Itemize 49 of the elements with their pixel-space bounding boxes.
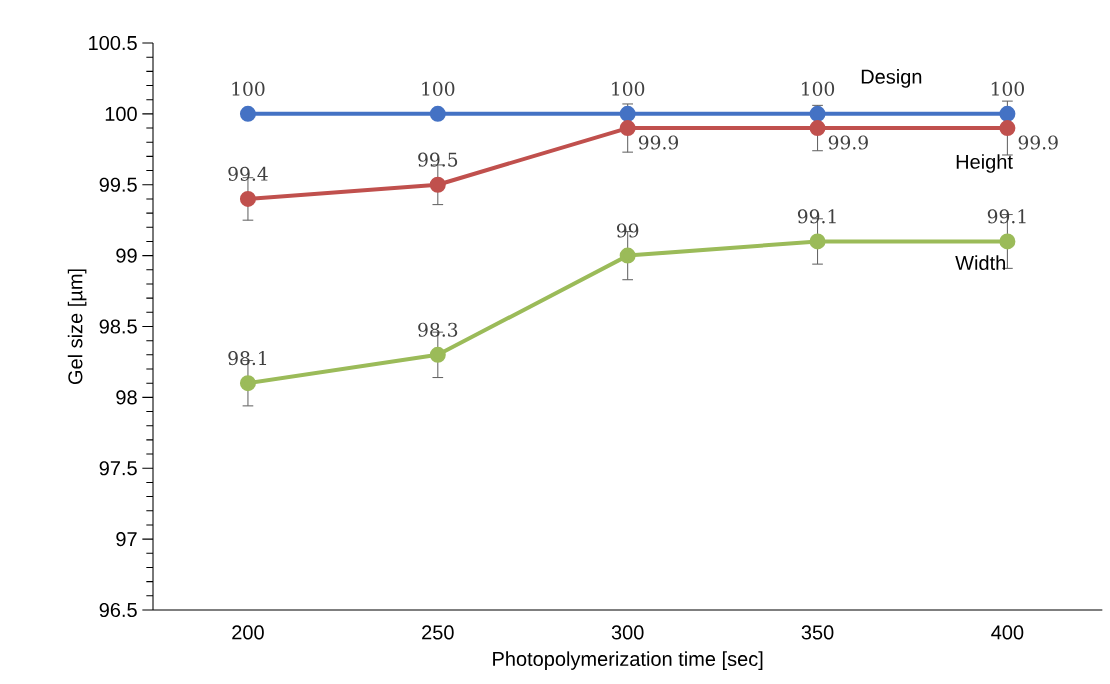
y-tick-label: 99.5 — [99, 177, 137, 192]
point — [809, 233, 826, 250]
data-label: 100 — [232, 81, 265, 96]
data-label: 100 — [612, 81, 645, 96]
y-tick-label: 98 — [116, 390, 137, 405]
point — [809, 105, 826, 122]
data-label: 98.3 — [418, 322, 458, 337]
y-tick-label: 100.5 — [89, 35, 137, 51]
point — [429, 105, 446, 122]
x-tick-label: 400 — [991, 625, 1024, 640]
point — [239, 190, 256, 207]
point — [999, 120, 1016, 137]
y-tick-label: 99 — [116, 248, 137, 263]
data-label: 100 — [802, 81, 835, 96]
point — [619, 120, 636, 137]
data-label: 99.9 — [1018, 135, 1058, 150]
point — [619, 105, 636, 122]
x-tick-label: 300 — [611, 625, 644, 640]
data-label: 99.9 — [638, 135, 679, 150]
series-label: Height — [956, 154, 1013, 173]
y-tick-label: 97.5 — [99, 461, 137, 476]
y-axis-title: Gel size [µm] — [67, 269, 87, 385]
series-label: Width — [955, 255, 1005, 271]
y-tick-label: 100 — [105, 106, 137, 121]
point — [999, 233, 1016, 250]
data-label: 99.1 — [797, 209, 836, 224]
point — [239, 105, 256, 122]
data-label: 99.4 — [228, 166, 268, 181]
data-label: 100 — [991, 81, 1024, 96]
y-tick-label: 98.5 — [99, 319, 137, 334]
y-tick-label: 96.5 — [99, 602, 137, 618]
data-label: 98.1 — [228, 351, 267, 366]
point — [429, 346, 446, 363]
point — [619, 247, 636, 264]
point — [239, 375, 256, 392]
x-tick-label: 200 — [232, 625, 264, 640]
y-tick-label: 97 — [116, 532, 137, 547]
point — [809, 120, 826, 137]
point — [999, 105, 1016, 122]
data-label: 99.9 — [828, 135, 868, 150]
series-label: Design — [861, 69, 922, 88]
data-label: 99 — [616, 223, 639, 238]
x-tick-label: 350 — [801, 625, 834, 640]
data-label: 99.1 — [987, 209, 1026, 224]
point — [429, 176, 446, 193]
x-tick-label: 250 — [422, 625, 454, 640]
data-label: 99.5 — [418, 152, 458, 167]
x-axis-title: Photopolymerization time [sec] — [493, 651, 763, 670]
data-label: 100 — [422, 81, 455, 96]
